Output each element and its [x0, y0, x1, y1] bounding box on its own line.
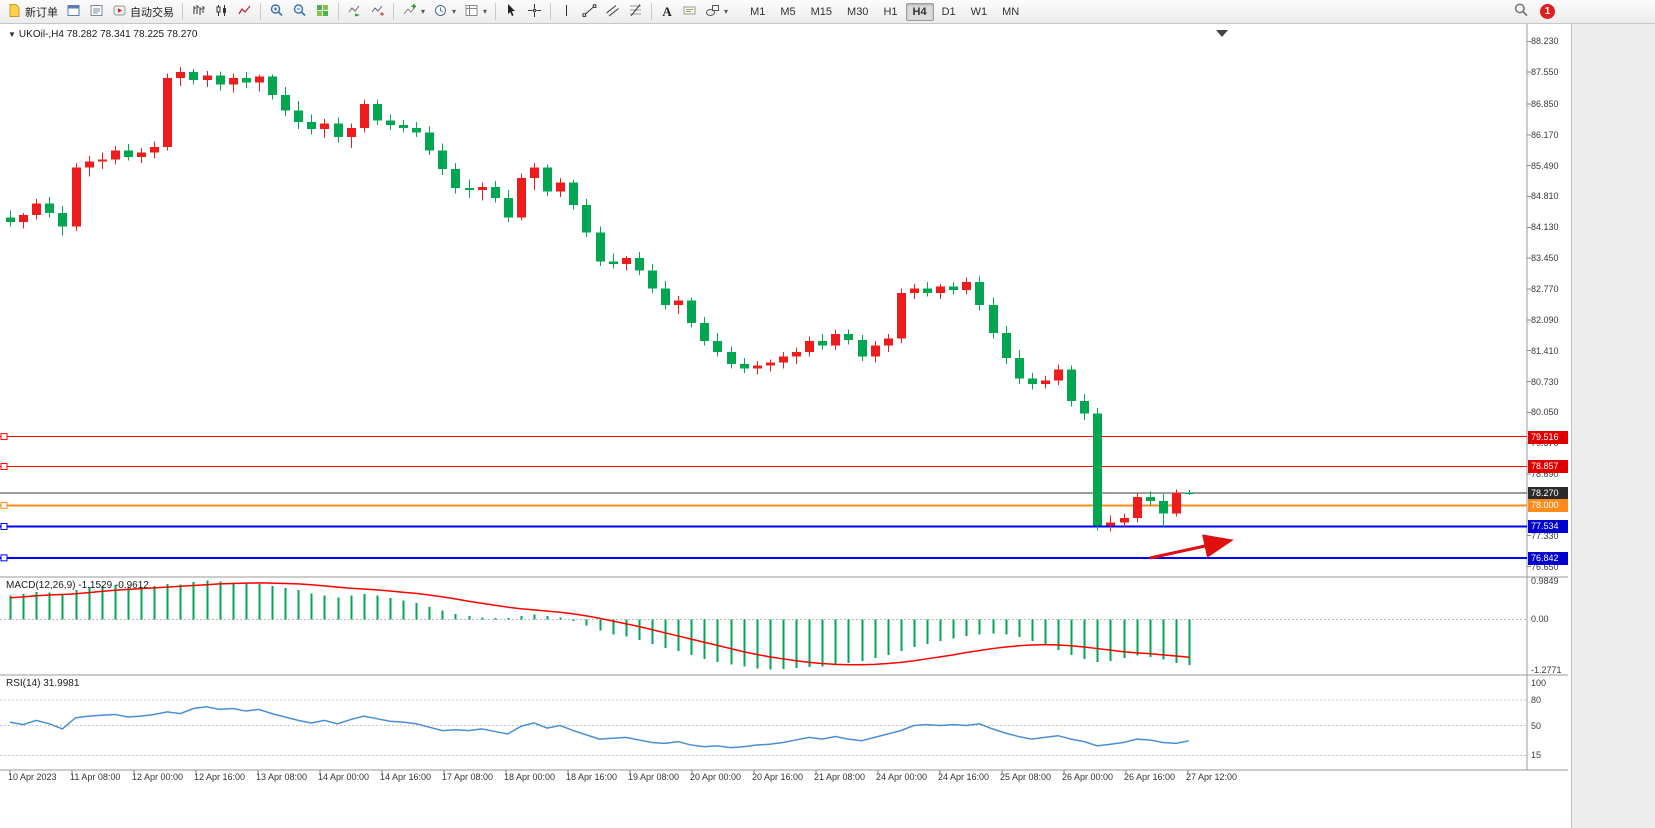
auto-scroll-icon [347, 3, 362, 21]
timeframe-button-W1[interactable]: W1 [970, 5, 988, 18]
candlestick-icon [214, 3, 229, 21]
cursor-button[interactable] [501, 2, 522, 22]
new-order-icon [7, 3, 22, 21]
chevron-down-icon: ▾ [724, 7, 729, 16]
templates-button[interactable]: ▾ [461, 2, 490, 22]
tile-windows-button[interactable] [312, 2, 333, 22]
channel-button[interactable] [602, 2, 623, 22]
bar-chart-icon [191, 3, 206, 21]
text-label-icon [682, 3, 697, 21]
macd-label: MACD(12,26,9) -1.1529 -0.9612 [6, 580, 149, 591]
notification-badge[interactable]: 1 [1540, 4, 1555, 19]
line-chart-button[interactable] [234, 2, 255, 22]
bar-chart-button[interactable] [188, 2, 209, 22]
timeframe-button-D1[interactable]: D1 [941, 5, 956, 18]
auto-scroll-button[interactable] [344, 2, 365, 22]
new-order-label: 新订单 [25, 6, 58, 19]
toolbar: 新订单 自动交易 [0, 0, 1655, 24]
zoom-in-button[interactable] [266, 2, 287, 22]
shapes-button[interactable]: ▾ [702, 2, 731, 22]
toolbar-separator [495, 3, 497, 20]
trendline-button[interactable] [579, 2, 600, 22]
chart-window-icon [66, 3, 81, 21]
timeframe-toolbar: M1 M5 M15 M30 H1 H4 D1 W1 MN [743, 2, 1026, 21]
indicators-button[interactable]: ▾ [399, 2, 428, 22]
timeframe-button-M15[interactable]: M15 [810, 5, 833, 18]
zoom-out-button[interactable] [289, 2, 310, 22]
data-window-icon [89, 3, 104, 21]
timeframe-button-H1[interactable]: H1 [883, 5, 898, 18]
auto-trading-icon [112, 3, 127, 21]
annotation-arrow[interactable] [1149, 534, 1234, 560]
fibonacci-icon [628, 3, 643, 21]
toolbar-separator [338, 3, 339, 20]
macd-signal-line [9, 582, 1190, 666]
rsi-label: RSI(14) 31.9981 [6, 678, 80, 689]
chart-shift-icon [370, 3, 385, 21]
cursor-icon [504, 3, 519, 21]
fibonacci-button[interactable] [625, 2, 646, 22]
zoom-in-icon [269, 3, 284, 21]
vertical-line-button[interactable] [556, 2, 577, 22]
toolbar-separator [260, 3, 261, 20]
chart-window-button[interactable] [63, 2, 84, 22]
data-window-button[interactable] [86, 2, 107, 22]
chart-collapse-icon[interactable]: ▼ [8, 30, 16, 39]
chart-shift-marker [1216, 30, 1228, 37]
timeframe-button-MN[interactable]: MN [1002, 5, 1020, 18]
text-icon: A [662, 3, 672, 19]
candlestick-button[interactable] [211, 2, 232, 22]
timeframe-button-M30[interactable]: M30 [847, 5, 869, 18]
text-tool-button[interactable]: A [657, 2, 677, 22]
hline-handle[interactable] [0, 462, 8, 470]
search-button[interactable] [1510, 2, 1532, 22]
toolbar-right-group: 1 [1510, 2, 1555, 22]
auto-trading-button[interactable]: 自动交易 [109, 2, 177, 22]
periods-button[interactable]: ▾ [430, 2, 459, 22]
right-gutter [1571, 24, 1655, 828]
text-label-button[interactable] [679, 2, 700, 22]
shapes-icon [705, 3, 720, 21]
hline-handle[interactable] [0, 554, 8, 562]
rsi-panel[interactable] [0, 676, 1527, 769]
search-icon [1513, 2, 1529, 21]
zoom-out-icon [292, 3, 307, 21]
auto-trading-label: 自动交易 [130, 6, 174, 19]
crosshair-icon [527, 3, 542, 21]
new-order-button[interactable]: 新订单 [4, 2, 61, 22]
timeframe-button-M5[interactable]: M5 [780, 5, 796, 18]
toolbar-separator [393, 3, 394, 20]
channel-icon [605, 3, 620, 21]
chevron-down-icon: ▾ [421, 7, 426, 16]
hline-handle[interactable] [0, 522, 8, 530]
rsi-line [9, 706, 1190, 749]
main-chart-panel[interactable] [0, 24, 1527, 577]
toolbar-separator [550, 3, 552, 20]
tile-windows-icon [315, 3, 330, 21]
chart-title-text: UKOil-,H4 78.282 78.341 78.225 78.270 [18, 29, 198, 40]
macd-panel[interactable] [0, 578, 1527, 674]
chevron-down-icon: ▾ [483, 7, 488, 16]
toolbar-separator [182, 3, 183, 20]
vertical-line-icon [559, 3, 574, 21]
toolbar-separator [651, 3, 653, 20]
line-chart-icon [237, 3, 252, 21]
crosshair-button[interactable] [524, 2, 545, 22]
trendline-icon [582, 3, 597, 21]
chart-shift-button[interactable] [367, 2, 388, 22]
timeframe-button-H4[interactable]: H4 [905, 2, 934, 21]
periods-icon [433, 3, 448, 21]
templates-icon [464, 3, 479, 21]
hline-handle[interactable] [0, 433, 8, 441]
chart-title: ▼ UKOil-,H4 78.282 78.341 78.225 78.270 [8, 29, 197, 40]
indicators-icon [402, 3, 417, 21]
chevron-down-icon: ▾ [452, 7, 457, 16]
timeframe-button-M1[interactable]: M1 [750, 5, 766, 18]
hline-handle[interactable] [0, 501, 8, 509]
